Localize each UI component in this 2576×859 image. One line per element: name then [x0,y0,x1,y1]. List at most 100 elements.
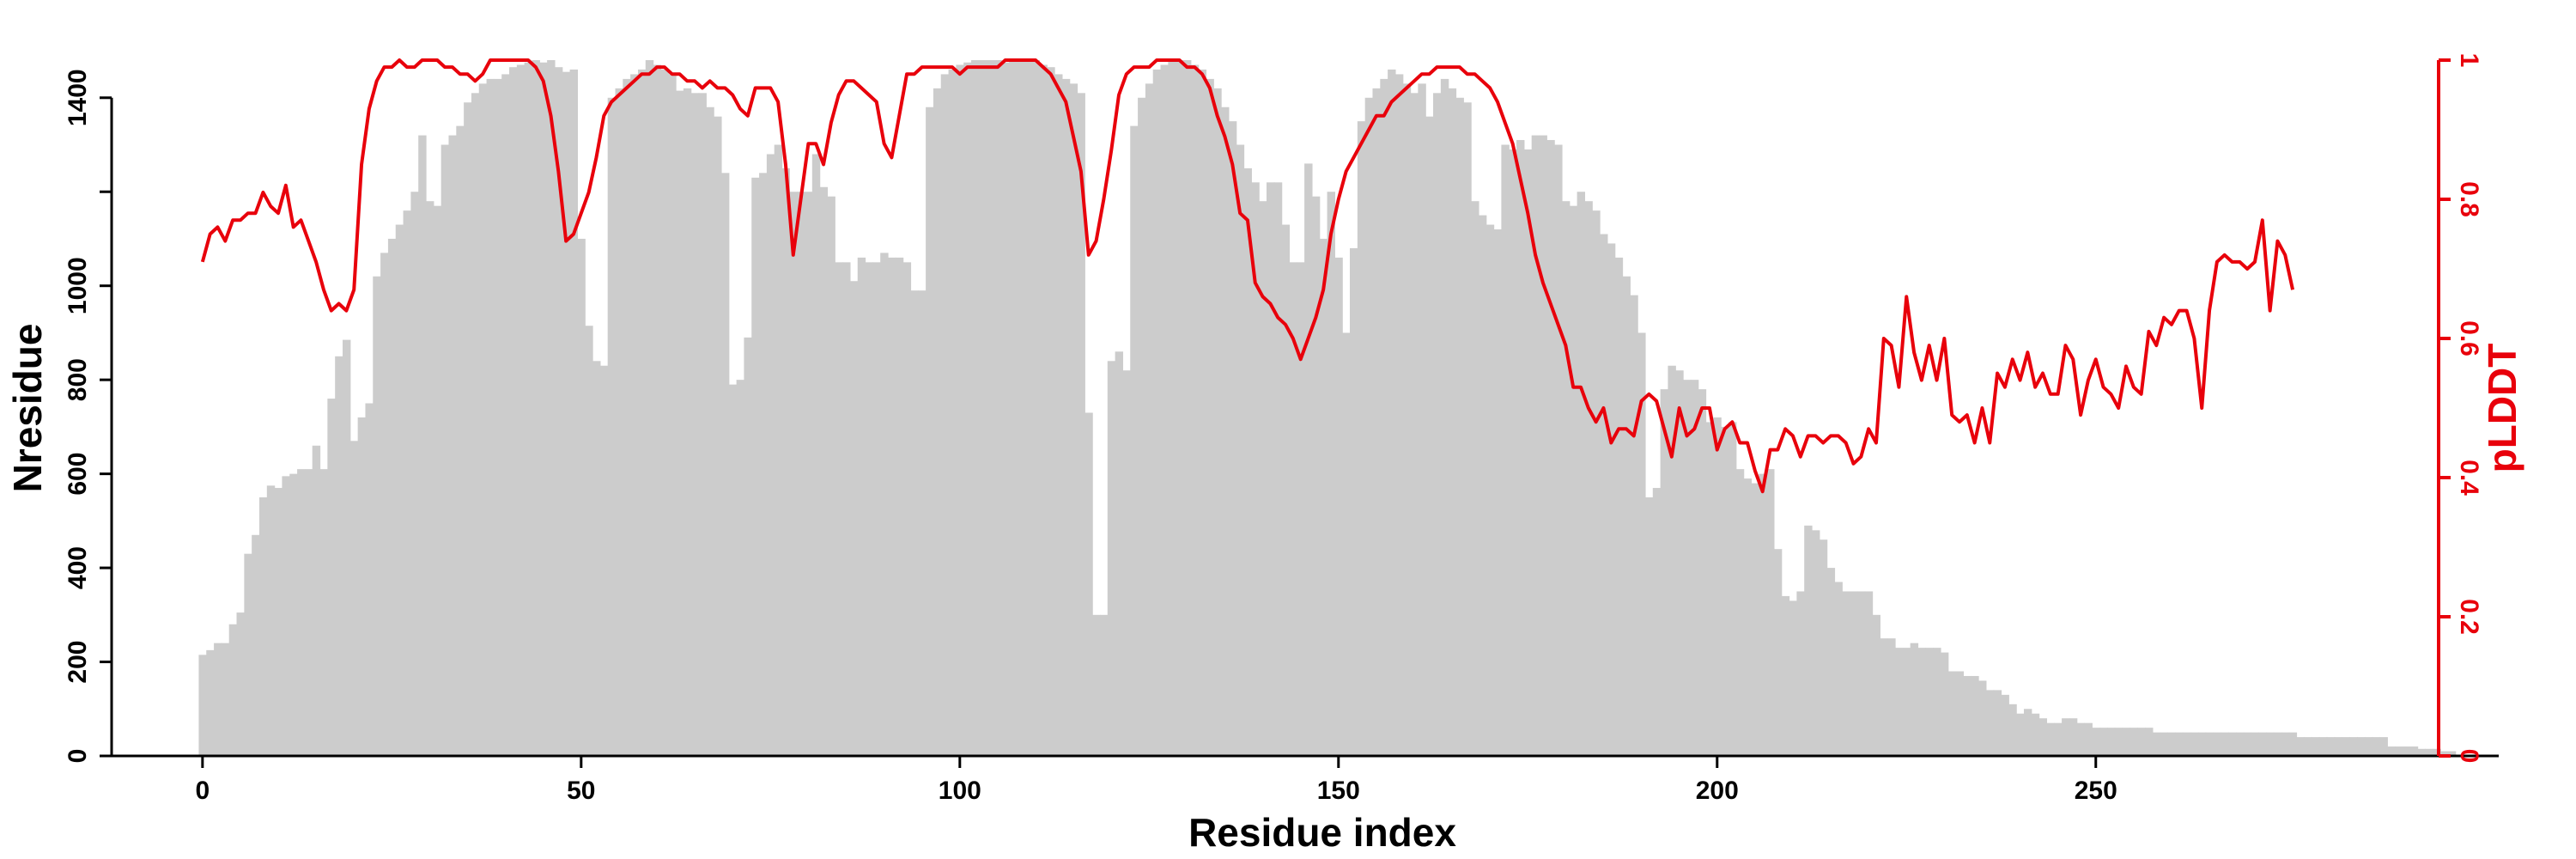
histogram-bar [380,253,389,756]
histogram-bar [2243,732,2252,756]
histogram-bar [2342,737,2350,756]
histogram-bar [1766,469,1775,756]
histogram-bar [2304,737,2312,756]
histogram-bar [373,276,381,756]
histogram-bar [1259,201,1267,756]
histogram-bar [1054,74,1063,757]
histogram-bar [1735,469,1745,756]
histogram-bar [2395,746,2403,756]
right-axis-label: pLDDT [2480,344,2524,473]
histogram-bar [637,69,647,756]
histogram-bar [1850,591,1858,756]
histogram-bar [963,62,972,757]
histogram-bar [774,144,783,756]
histogram-bar [1342,332,1351,756]
histogram-bar [630,74,639,757]
histogram-bar [2197,732,2207,756]
histogram-bar [244,553,252,756]
histogram-bar [1690,380,1699,756]
histogram-bar [335,356,343,756]
histogram-bar [714,116,722,756]
histogram-bar [547,60,556,756]
histogram-bar [1622,276,1631,756]
histogram-bar [2409,746,2419,756]
histogram-bar [993,60,1002,756]
histogram-bar [781,168,790,756]
histogram-bar [797,192,805,757]
histogram-bar [888,257,896,756]
histogram-bar [1281,224,1291,756]
histogram-bar [2447,751,2457,756]
histogram-bar [471,93,480,756]
histogram-bar [554,67,563,756]
histogram-bar [2122,728,2131,756]
histogram-bar [653,64,662,757]
histogram-bar [1334,257,1343,756]
plddt-line-layer [200,58,2295,494]
histogram-bar [289,473,298,756]
histogram-bar [2160,732,2169,756]
histogram-bar [1592,210,1601,756]
histogram-bar [1402,83,1412,757]
histogram-bar [933,88,942,757]
histogram-bar [2205,732,2215,756]
histogram-bar [2266,732,2275,756]
histogram-bar [2318,737,2328,756]
histogram-bar [948,69,957,756]
histogram-bar [1819,539,1828,756]
histogram-bar [2062,718,2070,756]
histogram-bar [1319,238,1328,757]
histogram-bar [2167,732,2176,756]
histogram-bar [1834,582,1843,756]
histogram-bar [1471,201,1479,756]
histogram-bar [1009,60,1018,756]
histogram-bar [599,365,609,756]
histogram-bar [1388,69,1396,756]
y-tick-label: 1000 [64,257,92,314]
histogram-bar [2326,737,2336,756]
histogram-bar [1001,62,1010,757]
histogram-bar [2440,751,2449,756]
histogram-bar [1637,332,1646,756]
histogram-bar [1864,591,1874,756]
histogram-bar [940,74,950,757]
histogram-bar [1099,614,1109,756]
histogram-bar [971,60,980,756]
right-tick-label: 1 [2455,53,2483,68]
histogram-bar [698,93,707,756]
histogram-bar [1509,149,1517,757]
histogram-bar [759,173,768,757]
histogram-bar [1955,671,1965,756]
histogram-bar [2183,732,2191,756]
histogram-bar [1198,69,1207,756]
histogram-bar [1440,78,1449,756]
histogram-bar [1660,389,1669,756]
histogram-bar [1176,60,1184,756]
histogram-bar [418,135,427,756]
x-tick-label: 150 [1317,777,1360,805]
histogram-bar [221,643,230,756]
histogram-bar [1993,690,2002,756]
histogram-bar [252,534,260,756]
histogram-bar [569,69,579,756]
histogram-bar [2137,728,2146,756]
histogram-bar [902,262,912,757]
histogram-bar [274,488,283,756]
histogram-bar [926,107,934,757]
histogram-bar [1380,78,1388,756]
histogram-bar [910,290,919,756]
histogram-bar [1523,149,1533,757]
histogram-bar [1448,88,1457,757]
y-tick-label: 200 [64,641,92,684]
histogram-bar [1652,488,1662,756]
histogram-bar [2288,732,2298,756]
histogram-bar [789,192,798,757]
histogram-bar [1418,83,1426,757]
histogram-bar [1372,88,1381,757]
histogram-bar [1297,262,1305,757]
histogram-bar [532,60,540,756]
histogram-bar [1644,497,1654,756]
histogram-bar [1675,370,1684,756]
histogram-bar [585,326,593,756]
histogram-bar [577,238,586,757]
